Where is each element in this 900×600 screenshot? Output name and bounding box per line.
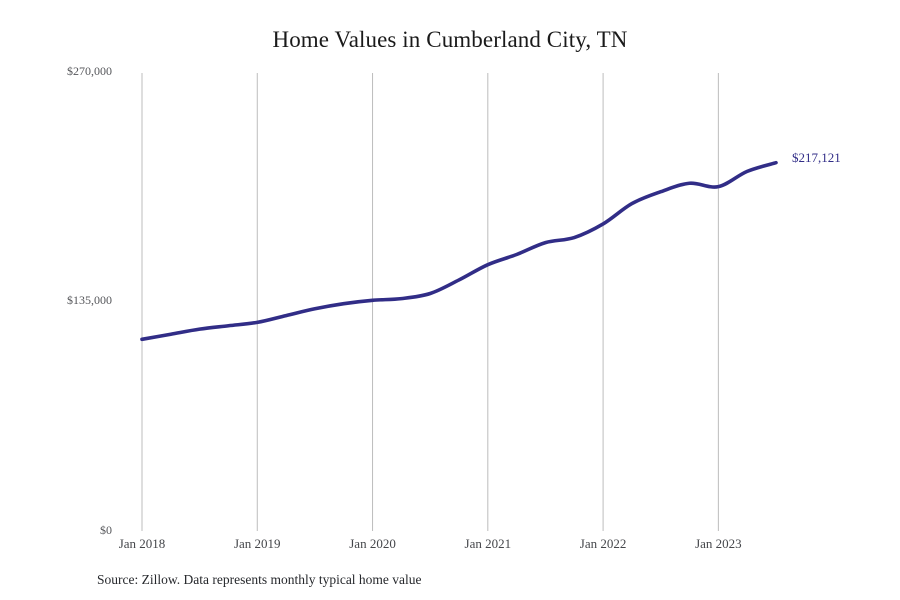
end-value-data-label: $217,121 (792, 149, 841, 165)
x-axis-tick-label: Jan 2021 (464, 536, 512, 551)
x-axis-tick-label: Jan 2023 (695, 536, 742, 551)
y-axis-tick-label-mid: $135,000 (67, 293, 112, 307)
x-axis-tick-label: Jan 2018 (118, 536, 166, 551)
y-axis-tick-label-top: $270,000 (67, 64, 112, 78)
chart-title: Home Values in Cumberland City, TN (272, 27, 628, 52)
x-axis-tick-label: Jan 2020 (349, 536, 396, 551)
gridlines-group (141, 73, 719, 531)
source-note: Source: Zillow. Data represents monthly … (97, 572, 422, 587)
y-axis-tick-label-bottom: $0 (100, 523, 112, 537)
series-line-typical-home-value (140, 160, 778, 342)
x-axis-tick-label: Jan 2022 (579, 536, 627, 551)
x-axis-tick-label: Jan 2019 (233, 536, 281, 551)
